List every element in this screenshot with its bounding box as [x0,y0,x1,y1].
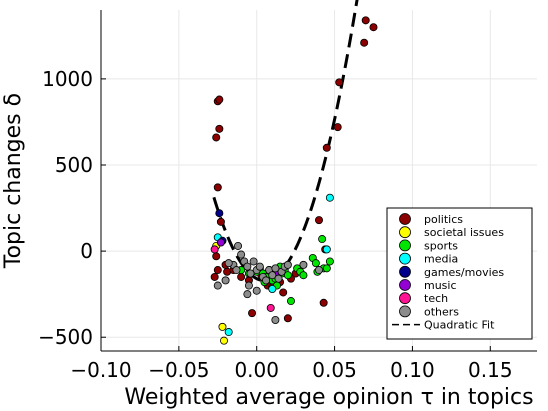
y-tick-label: 0 [80,239,93,263]
tick-labels: −0.10 −0.05 0.00 0.05 0.10 0.15 −500 0 500 1000 [38,67,512,382]
point-politics [213,266,222,275]
legend-marker [399,226,411,239]
legend-box [386,207,533,340]
point-politics [319,298,328,307]
legend-label: others [424,305,459,318]
point-sports [322,264,331,273]
point-media [224,328,233,337]
legend-marker [399,292,411,305]
axes [100,10,537,352]
point-politics [212,252,221,261]
point-sports [299,271,308,280]
point-politics [215,124,224,133]
point-politics [283,314,292,323]
legend-marker [399,265,411,278]
point-politics [333,123,342,132]
point-media [325,193,334,202]
legend-label: games/movies [424,266,504,279]
point-politics [210,272,219,281]
y-tick-label: 500 [55,153,93,177]
point-others [221,276,230,285]
point-sports [318,235,327,244]
x-axis-label: Weighted average opinion τ in topics [124,385,533,410]
point-tech [266,303,275,312]
point-politics [279,288,288,297]
point-others [271,264,280,273]
point-politics [237,272,246,281]
y-tick-label: −500 [38,325,93,349]
x-tick-label: 0.10 [390,358,435,382]
legend-label: sports [424,239,458,252]
point-others [234,241,243,250]
point-others [243,262,252,271]
legend-label: media [424,253,458,266]
point-others [249,257,258,266]
point-politics [248,309,257,318]
point-politics [216,217,225,226]
point-others [252,286,261,295]
legend-label: Quadratic Fit [424,319,495,332]
point-others [244,281,253,290]
x-tick-label: −0.10 [70,358,131,382]
point-politics [212,133,221,142]
point-others [232,266,241,275]
x-tick-label: 0.05 [312,358,357,382]
x-tick-label: −0.05 [148,358,209,382]
point-music [216,238,225,247]
point-games-movies [215,209,224,218]
point-politics [335,78,344,87]
x-tick-label: 0.00 [234,358,279,382]
legend-label: tech [424,292,448,305]
legend-label: politics [424,213,463,226]
point-others [246,269,255,278]
x-tick-label: 0.15 [468,358,513,382]
point-politics [360,38,369,47]
point-sports [325,257,334,266]
point-others [262,276,271,285]
point-others [299,260,308,269]
point-others [213,281,222,290]
point-sports [311,259,320,268]
point-politics [361,16,370,25]
point-sports [283,271,292,280]
point-tech [210,245,219,254]
legend-marker [399,279,411,291]
point-others [268,271,277,280]
grid-lines [100,10,537,351]
point-media [268,284,277,293]
quadratic-fit-line [212,0,359,283]
point-others [283,260,292,269]
point-sports [286,297,295,306]
point-politics [322,143,331,152]
point-media [322,245,331,254]
legend-label: societal issues [424,226,504,239]
legend-label: music [424,279,457,292]
point-others [271,315,280,324]
fit-curve-layer [212,0,359,283]
point-societal-issues [220,336,229,345]
legend-marker [399,239,411,252]
point-others [237,250,246,259]
point-others [314,266,323,275]
y-axis-label: Topic changes δ [1,93,26,269]
point-societal-issues [218,322,227,331]
data-points [210,16,378,345]
point-others [274,274,283,283]
point-others [255,262,264,271]
point-politics [213,183,222,192]
point-politics [215,95,224,104]
point-others [243,290,252,299]
y-tick-label: 1000 [42,67,93,91]
point-politics [314,216,323,225]
point-politics [369,23,378,32]
point-others [224,259,233,268]
legend-marker [399,213,411,225]
legend-marker [399,305,411,318]
legend-marker [399,252,411,265]
